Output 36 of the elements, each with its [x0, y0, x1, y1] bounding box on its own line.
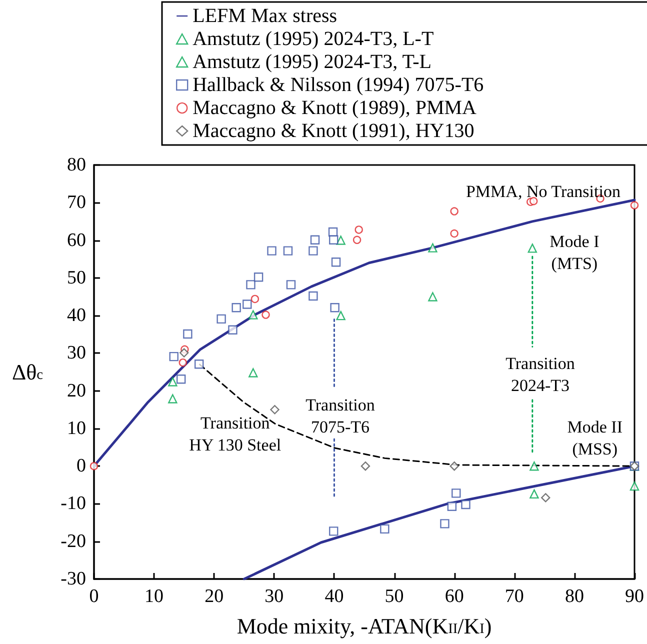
y-tick-label: 60: [67, 230, 86, 251]
y-tick-label: 70: [67, 192, 86, 214]
x-axis-title: Mode mixity, -ATAN(KII/KI): [236, 614, 492, 638]
x-tick-label: 40: [324, 586, 344, 607]
x-tick-label: 50: [384, 586, 404, 607]
legend-label: Amstutz (1995) 2024-T3, T-L: [192, 51, 432, 73]
legend-label: LEFM Max stress: [192, 5, 338, 27]
annotation: Transition HY 130 Steel: [189, 414, 282, 455]
y-tick-label: 20: [67, 380, 86, 402]
x-tick-label: 10: [144, 586, 164, 607]
x-tick-label: 70: [504, 586, 524, 607]
annotation: Transition 2024-T3: [506, 354, 576, 396]
annotation: Mode I (MTS): [550, 232, 600, 273]
annotation: PMMA, No Transition: [466, 182, 621, 201]
annotation: Transition 7075-T6: [306, 396, 376, 437]
legend-label: Maccagno & Knott (1991), HY130: [192, 120, 474, 142]
annotation: Mode II (MSS): [567, 417, 623, 458]
y-tick-label: 50: [67, 267, 86, 288]
legend-label: Hallback & Nilsson (1994) 7075-T6: [192, 74, 484, 96]
y-tick-label: -30: [60, 568, 86, 590]
legend-label: Maccagno & Knott (1989), PMMA: [192, 97, 478, 119]
x-tick-label: 30: [264, 586, 284, 607]
y-tick-label: 10: [67, 418, 86, 439]
y-tick-label: 40: [67, 305, 86, 326]
y-tick-label: -10: [60, 493, 86, 514]
x-tick-label: 20: [204, 586, 224, 607]
x-tick-label: 60: [444, 586, 464, 607]
y-axis-title: Δθc: [12, 360, 44, 384]
x-tick-label: 0: [89, 586, 99, 607]
x-tick-label: 90: [625, 586, 644, 607]
y-tick-label: -20: [60, 530, 86, 552]
x-tick-label: 80: [564, 586, 584, 607]
y-tick-label: 80: [67, 154, 86, 176]
y-tick-label: 0: [76, 456, 86, 477]
legend-label: Amstutz (1995) 2024-T3, L-T: [192, 28, 434, 50]
y-tick-label: 30: [67, 342, 86, 364]
